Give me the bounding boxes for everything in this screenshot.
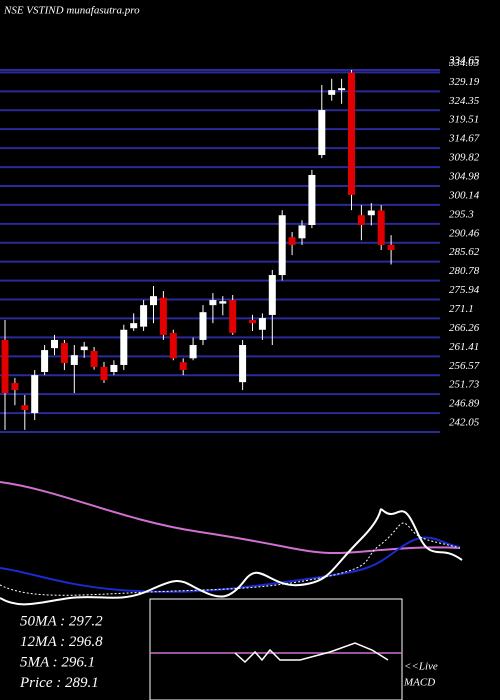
candle-body: [377, 210, 385, 245]
price-line: [0, 508, 463, 606]
candle-body: [278, 215, 286, 276]
candle-body: [130, 323, 138, 329]
candle-body: [367, 210, 375, 216]
candle-body: [70, 355, 78, 365]
candle-body: [308, 174, 316, 226]
candle-body: [11, 382, 19, 390]
y-tick-label: 300.14: [448, 189, 480, 201]
y-tick-label: 324.35: [448, 95, 480, 107]
candle-body: [258, 318, 266, 330]
candle-body: [338, 88, 346, 91]
ma-line-short: [0, 522, 461, 596]
candle-body: [80, 346, 88, 351]
candle-body: [60, 343, 68, 364]
candle-body: [387, 244, 395, 251]
y-tick-label: 271.1: [449, 303, 474, 315]
candle-body: [100, 366, 108, 381]
macd-box: [149, 598, 403, 700]
y-tick-label: 329.19: [448, 76, 480, 88]
candle-body: [150, 296, 157, 306]
y-tick-label: 256.57: [449, 360, 480, 372]
candle-body: [21, 405, 29, 410]
y-tick-label: 290.46: [449, 227, 480, 239]
indicator-panel: [0, 481, 463, 700]
y-tick-label: 251.73: [449, 379, 480, 391]
candle-body: [41, 350, 49, 372]
candle-body: [120, 329, 128, 365]
candle-body: [298, 225, 306, 239]
y-tick-label: 285.62: [449, 246, 480, 258]
stat-label: 50MA : 297.2: [20, 613, 103, 629]
candle-body: [1, 339, 9, 394]
candle-body: [249, 319, 256, 324]
y-tick-label: 319.51: [448, 114, 479, 126]
candle-body: [318, 110, 326, 156]
candle-body: [357, 215, 365, 226]
candle-body: [90, 350, 98, 367]
ma-line-long: [0, 481, 461, 555]
live-label: <<Live: [404, 661, 438, 673]
y-tick-label: 266.26: [449, 322, 480, 334]
candle-body: [140, 305, 148, 327]
macd-label: MACD: [403, 677, 435, 689]
chart-title: NSE VSTIND munafasutra.pro: [3, 5, 140, 17]
y-tick-label: 242.05: [449, 417, 480, 429]
candle-body: [229, 300, 237, 333]
y-tick-label: 334.03: [448, 57, 480, 69]
candle-body: [31, 375, 39, 414]
candle-body: [348, 72, 355, 195]
y-tick-label: 261.41: [449, 341, 479, 353]
candle-body: [189, 345, 197, 359]
candle-body: [219, 301, 227, 304]
candle-body: [169, 332, 177, 359]
y-tick-label: 295.3: [449, 208, 474, 220]
candle-body: [209, 300, 217, 306]
candle-body: [288, 237, 296, 245]
y-tick-label: 275.94: [449, 284, 480, 296]
stat-label: 5MA : 296.1: [20, 654, 95, 670]
y-tick-label: 304.98: [448, 171, 480, 183]
stat-label: 12MA : 296.8: [20, 634, 103, 650]
macd-line: [234, 642, 389, 664]
candle-body: [268, 275, 276, 315]
y-tick-label: 314.67: [448, 133, 480, 145]
y-tick-label: 334.65: [448, 55, 480, 67]
candle-body: [110, 364, 118, 372]
stat-label: Price : 289.1: [19, 675, 99, 691]
candle-body: [239, 345, 247, 383]
candle-body: [199, 312, 207, 340]
candle-body: [328, 90, 336, 95]
y-tick-label: 246.89: [449, 398, 480, 410]
candle-body: [159, 297, 167, 335]
candle-body: [51, 339, 58, 349]
candle-body: [179, 362, 187, 371]
y-tick-label: 309.82: [448, 152, 480, 164]
y-tick-label: 280.78: [449, 265, 480, 277]
ma-line-mid: [0, 536, 461, 593]
